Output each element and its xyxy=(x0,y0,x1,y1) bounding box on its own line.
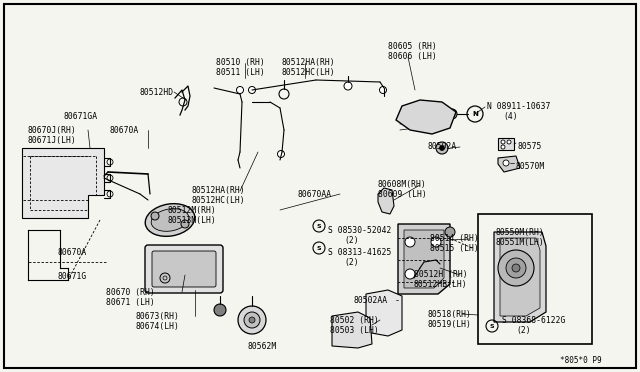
Bar xyxy=(478,214,592,344)
Text: (2): (2) xyxy=(516,326,531,335)
Ellipse shape xyxy=(145,203,195,236)
Text: 80510 (RH): 80510 (RH) xyxy=(216,58,265,67)
Circle shape xyxy=(507,140,511,144)
Circle shape xyxy=(506,258,526,278)
Circle shape xyxy=(278,151,285,157)
Circle shape xyxy=(151,212,159,220)
FancyBboxPatch shape xyxy=(145,245,223,293)
Text: 80502 (RH): 80502 (RH) xyxy=(330,316,379,325)
Text: 80609 (LH): 80609 (LH) xyxy=(378,190,427,199)
Text: 80512HB(LH): 80512HB(LH) xyxy=(414,280,468,289)
Text: 80512HA(RH): 80512HA(RH) xyxy=(282,58,335,67)
Circle shape xyxy=(244,312,260,328)
Polygon shape xyxy=(366,290,402,336)
Polygon shape xyxy=(498,138,514,150)
Circle shape xyxy=(405,269,415,279)
Text: 80671GA: 80671GA xyxy=(64,112,98,121)
Text: 80503 (LH): 80503 (LH) xyxy=(330,326,379,335)
Text: 80670 (RH): 80670 (RH) xyxy=(106,288,155,297)
Circle shape xyxy=(409,116,421,128)
Polygon shape xyxy=(332,312,372,348)
Polygon shape xyxy=(22,148,104,218)
Circle shape xyxy=(181,220,189,228)
Text: N 08911-10637: N 08911-10637 xyxy=(487,102,550,111)
Circle shape xyxy=(238,306,266,334)
Text: 80512H (RH): 80512H (RH) xyxy=(414,270,468,279)
Circle shape xyxy=(214,304,226,316)
Text: 80674(LH): 80674(LH) xyxy=(136,322,180,331)
Text: S 08368-6122G: S 08368-6122G xyxy=(502,316,565,325)
Text: S: S xyxy=(317,246,321,250)
Text: S 08530-52042: S 08530-52042 xyxy=(328,226,392,235)
Circle shape xyxy=(436,142,448,154)
Circle shape xyxy=(440,145,445,151)
Circle shape xyxy=(405,237,415,247)
Text: 80550M(RH): 80550M(RH) xyxy=(496,228,545,237)
Circle shape xyxy=(431,237,441,247)
Polygon shape xyxy=(500,238,540,316)
Circle shape xyxy=(512,264,520,272)
Text: 80518(RH): 80518(RH) xyxy=(428,310,472,319)
FancyBboxPatch shape xyxy=(152,251,216,287)
Text: 80608M(RH): 80608M(RH) xyxy=(378,180,427,189)
Text: 80512HD: 80512HD xyxy=(140,88,174,97)
Text: 80519(LH): 80519(LH) xyxy=(428,320,472,329)
Circle shape xyxy=(501,145,505,149)
Circle shape xyxy=(445,227,455,237)
Circle shape xyxy=(501,140,505,144)
Text: (2): (2) xyxy=(344,258,358,267)
Text: 80570M: 80570M xyxy=(516,162,545,171)
Polygon shape xyxy=(498,156,520,172)
Text: 80512HC(LH): 80512HC(LH) xyxy=(282,68,335,77)
Text: 80670J(RH): 80670J(RH) xyxy=(28,126,77,135)
Text: 80605 (RH): 80605 (RH) xyxy=(388,42,436,51)
Polygon shape xyxy=(398,224,450,294)
Polygon shape xyxy=(404,230,444,288)
Text: 80514 (RH): 80514 (RH) xyxy=(430,234,479,243)
Circle shape xyxy=(237,87,243,93)
Text: 80512M(RH): 80512M(RH) xyxy=(168,206,217,215)
Text: 80512HA(RH): 80512HA(RH) xyxy=(192,186,246,195)
Polygon shape xyxy=(494,232,546,322)
Text: S 08313-41625: S 08313-41625 xyxy=(328,248,392,257)
Text: 80671 (LH): 80671 (LH) xyxy=(106,298,155,307)
Circle shape xyxy=(503,160,509,166)
Text: 80562M: 80562M xyxy=(248,342,277,351)
Text: 80670A: 80670A xyxy=(110,126,140,135)
Text: 80515 (LH): 80515 (LH) xyxy=(430,244,479,253)
Text: 80671J(LH): 80671J(LH) xyxy=(28,136,77,145)
Text: *805*0 P9: *805*0 P9 xyxy=(560,356,602,365)
Text: (2): (2) xyxy=(344,236,358,245)
Circle shape xyxy=(447,109,457,119)
Text: 80673(RH): 80673(RH) xyxy=(136,312,180,321)
Text: S: S xyxy=(490,324,494,328)
Circle shape xyxy=(380,87,387,93)
Circle shape xyxy=(498,250,534,286)
Text: 80502AA: 80502AA xyxy=(354,296,388,305)
Text: N: N xyxy=(472,111,478,117)
Text: 80551M(LH): 80551M(LH) xyxy=(496,238,545,247)
Ellipse shape xyxy=(151,209,189,231)
Text: S: S xyxy=(317,224,321,228)
Circle shape xyxy=(344,82,352,90)
Polygon shape xyxy=(378,188,394,214)
Circle shape xyxy=(248,87,255,93)
Text: 80670AA: 80670AA xyxy=(298,190,332,199)
Text: (4): (4) xyxy=(503,112,518,121)
Text: 80502A: 80502A xyxy=(428,142,457,151)
Text: 80671G: 80671G xyxy=(58,272,87,281)
Circle shape xyxy=(249,317,255,323)
Text: 80513M(LH): 80513M(LH) xyxy=(168,216,217,225)
Circle shape xyxy=(413,119,417,125)
Text: 80575: 80575 xyxy=(518,142,542,151)
Text: 80670A: 80670A xyxy=(58,248,87,257)
Polygon shape xyxy=(396,100,456,134)
Text: 80511 (LH): 80511 (LH) xyxy=(216,68,265,77)
Text: 80512HC(LH): 80512HC(LH) xyxy=(192,196,246,205)
Text: 80606 (LH): 80606 (LH) xyxy=(388,52,436,61)
